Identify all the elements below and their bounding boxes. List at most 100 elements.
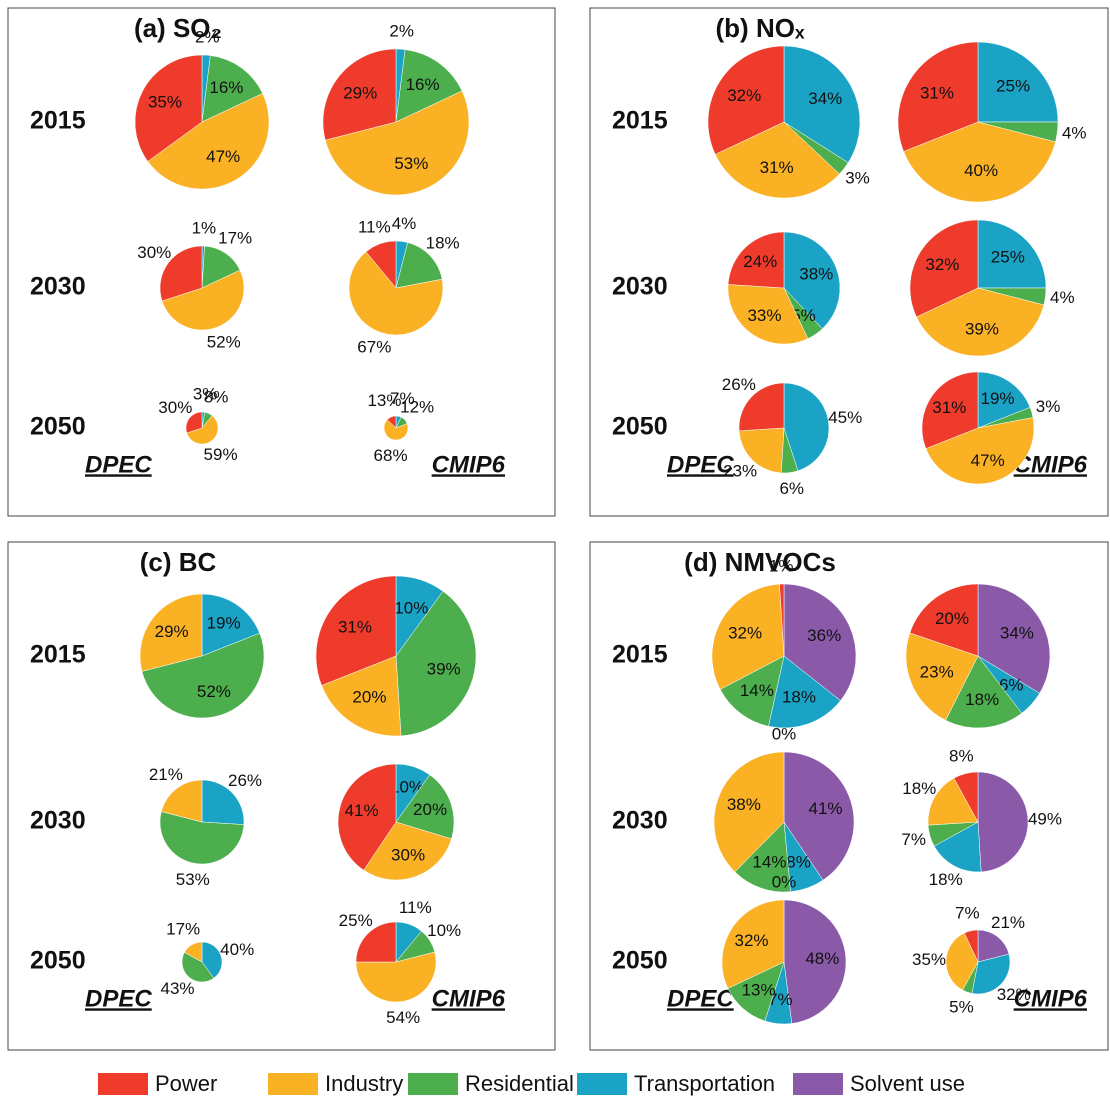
slice-label: 26% — [722, 375, 756, 394]
legend-label: Residential — [465, 1071, 574, 1096]
pie-slice — [925, 417, 1035, 485]
pie-slice — [721, 899, 785, 989]
pie-slice — [738, 382, 785, 432]
pie-slice — [909, 583, 979, 657]
slice-label: 2% — [195, 28, 220, 47]
pie-slice — [783, 382, 830, 472]
pie-slice — [184, 941, 203, 963]
pie-slice — [395, 242, 443, 289]
year-label: 2015 — [612, 641, 668, 669]
slice-label: 3% — [1036, 397, 1061, 416]
pie-slice — [315, 575, 397, 686]
slice-label: 18% — [965, 690, 999, 709]
slice-label: 41% — [809, 799, 843, 818]
pie-slice — [783, 899, 847, 1024]
pie-slice — [977, 219, 1047, 289]
slice-label: 31% — [338, 618, 372, 637]
pie-slice — [933, 821, 982, 873]
slice-label: 21% — [149, 765, 183, 784]
pie-slice — [971, 953, 1011, 995]
slice-label: 67% — [357, 338, 391, 357]
year-label: 2015 — [612, 107, 668, 135]
pie-slice — [161, 779, 203, 823]
panel-frame — [589, 7, 1109, 517]
slice-label: 0% — [772, 872, 797, 891]
pie-slice — [201, 245, 241, 289]
pie-slice — [783, 751, 855, 881]
year-label: 2050 — [612, 413, 668, 441]
slice-label: 53% — [394, 154, 428, 173]
pie-slice — [348, 251, 444, 336]
source-label: DPEC — [85, 451, 152, 478]
pie-slice — [713, 751, 785, 873]
pie-slice — [897, 41, 979, 152]
slice-label: 38% — [799, 265, 833, 284]
year-label: 2050 — [30, 947, 86, 975]
slice-label: 7% — [901, 830, 926, 849]
legend-swatch — [793, 1073, 843, 1095]
slice-label: 49% — [1028, 809, 1062, 828]
pie-slice — [355, 921, 397, 963]
legend-swatch — [98, 1073, 148, 1095]
pie-slice — [395, 774, 455, 840]
panel-frame — [589, 541, 1109, 1051]
pie-slice — [147, 93, 270, 190]
pie-slice — [727, 231, 785, 289]
pie-slice — [134, 54, 203, 162]
year-label: 2030 — [30, 807, 86, 835]
pie-slice — [337, 763, 397, 871]
slice-label: 4% — [1062, 124, 1087, 143]
pie-slice — [707, 45, 785, 155]
legend-label: Solvent use — [850, 1071, 965, 1096]
pie-slice — [719, 655, 785, 727]
panel: (a) SO₂ 2015 2030 2050 DPEC CMIP6 2% 16% 47% 35% 2… — [7, 7, 556, 517]
year-label: 2050 — [30, 413, 86, 441]
year-label: 2015 — [30, 641, 86, 669]
slice-label: 43% — [161, 979, 195, 998]
slice-label: 68% — [374, 446, 408, 465]
year-label: 2030 — [612, 807, 668, 835]
slice-label: 11% — [399, 898, 432, 917]
slice-label: 17% — [166, 920, 200, 939]
pie-slice — [395, 590, 477, 737]
pie-slice — [185, 411, 203, 434]
pie-slice — [783, 583, 857, 701]
legend-label: Power — [155, 1071, 217, 1096]
slice-label: 8% — [204, 388, 229, 407]
source-label: CMIP6 — [1014, 985, 1088, 1012]
pie-slice — [977, 929, 1010, 963]
pie-slice — [945, 655, 1023, 729]
slice-label: 32% — [728, 624, 762, 643]
year-label: 2030 — [612, 273, 668, 301]
year-label: 2030 — [30, 273, 86, 301]
panel-title: (a) SO₂ — [134, 13, 222, 43]
year-label: 2050 — [612, 947, 668, 975]
slice-label: 32% — [925, 255, 959, 274]
slice-label: 40% — [964, 161, 998, 180]
slice-label: 18% — [902, 779, 936, 798]
slice-label: 45% — [828, 408, 862, 427]
pie-slice — [201, 779, 245, 825]
slice-label: 10% — [394, 598, 428, 617]
slice-label: 21% — [991, 913, 1025, 932]
slice-label: 1% — [769, 557, 794, 576]
slice-label: 41% — [345, 801, 379, 820]
source-label: DPEC — [85, 985, 152, 1012]
pie-slice — [977, 583, 1051, 694]
legend-swatch — [268, 1073, 318, 1095]
pie-slice — [201, 941, 223, 979]
slice-label: 23% — [920, 662, 954, 681]
slice-label: 31% — [760, 158, 794, 177]
slice-label: 11% — [358, 217, 391, 236]
pie-slice — [714, 121, 840, 199]
source-label: CMIP6 — [432, 451, 506, 478]
slice-label: 1% — [192, 219, 217, 238]
pie-slice — [322, 48, 397, 141]
slice-label: 39% — [427, 659, 461, 678]
slice-label: 8% — [949, 747, 974, 766]
pie-slice — [738, 427, 785, 474]
slice-label: 30% — [391, 845, 425, 864]
slice-label: 23% — [723, 461, 757, 480]
pie-slice — [977, 371, 1031, 429]
